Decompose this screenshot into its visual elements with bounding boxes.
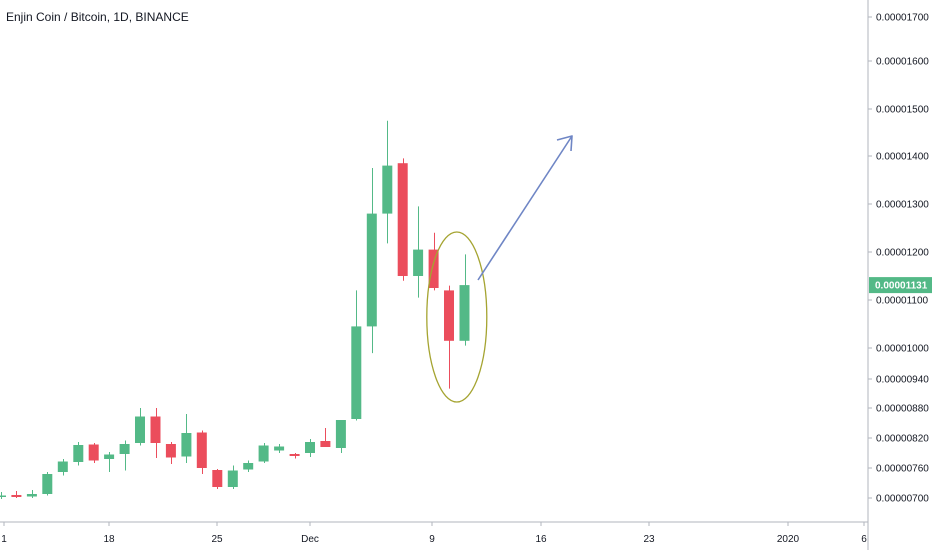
y-tick-label: 0.00001200	[876, 248, 929, 259]
last-price-label: 0.00001131	[875, 281, 928, 292]
x-tick-label: 25	[211, 534, 223, 545]
candle-body[interactable]	[274, 446, 285, 451]
candle-body[interactable]	[366, 213, 377, 327]
x-tick-label: 16	[535, 534, 547, 545]
candle-body[interactable]	[289, 454, 300, 456]
candle-body[interactable]	[196, 432, 207, 469]
candle-body[interactable]	[119, 444, 130, 454]
candle-body[interactable]	[444, 290, 454, 341]
candle-body[interactable]	[397, 163, 408, 276]
x-tick-label: 23	[643, 534, 655, 545]
candle-body[interactable]	[413, 249, 424, 276]
arrow-head-icon	[556, 135, 573, 152]
last-price-tag	[869, 277, 932, 294]
x-tick-label: 1	[1, 534, 7, 545]
y-tick-label: 0.00000820	[876, 434, 929, 445]
candle-body[interactable]	[11, 495, 22, 497]
candle-body[interactable]	[150, 416, 161, 444]
x-tick-label: 18	[103, 534, 115, 545]
candle-body[interactable]	[26, 494, 37, 497]
candle-body[interactable]	[428, 249, 439, 288]
candle-body[interactable]	[305, 442, 315, 453]
candle-body[interactable]	[104, 454, 115, 460]
candle-body[interactable]	[57, 461, 68, 473]
y-tick-label: 0.00000700	[876, 494, 929, 505]
candle-body[interactable]	[351, 326, 362, 419]
chart-title: Enjin Coin / Bitcoin, 1D, BINANCE	[6, 10, 189, 24]
candle-body[interactable]	[135, 416, 145, 444]
arrow-annotation-line[interactable]	[477, 135, 573, 281]
candle-body[interactable]	[382, 165, 393, 214]
x-tick-label: Dec	[301, 534, 319, 545]
y-tick-label: 0.00000940	[876, 375, 929, 386]
y-tick-label: 0.00000760	[876, 464, 929, 475]
y-tick-label: 0.00001400	[876, 152, 929, 163]
x-tick-label: 9	[429, 534, 435, 545]
ellipse-annotation[interactable]	[426, 231, 488, 403]
y-tick-label: 0.00001600	[876, 57, 929, 68]
candle-body[interactable]	[227, 470, 238, 488]
candle-body[interactable]	[165, 444, 176, 458]
candle-body[interactable]	[181, 433, 192, 457]
candle-body[interactable]	[212, 470, 223, 487]
y-tick-label: 0.00001100	[876, 296, 929, 307]
x-tick-label: 2020	[777, 534, 800, 545]
candle-body[interactable]	[0, 495, 6, 498]
y-tick-label: 0.00001300	[876, 200, 929, 211]
y-tick-label: 0.00001700	[876, 13, 929, 24]
y-tick-label: 0.00001000	[876, 344, 929, 355]
candle-body[interactable]	[88, 444, 99, 461]
candle-body[interactable]	[320, 441, 331, 447]
candle-body[interactable]	[258, 445, 269, 462]
x-tick-label: 6	[861, 534, 867, 545]
candle-body[interactable]	[42, 474, 53, 494]
candle-body[interactable]	[335, 420, 346, 448]
y-tick-label: 0.00001500	[876, 105, 929, 116]
y-tick-label: 0.00000880	[876, 404, 929, 415]
candle-body[interactable]	[243, 463, 254, 470]
candle-body[interactable]	[73, 445, 84, 462]
candle-body[interactable]	[459, 285, 470, 341]
